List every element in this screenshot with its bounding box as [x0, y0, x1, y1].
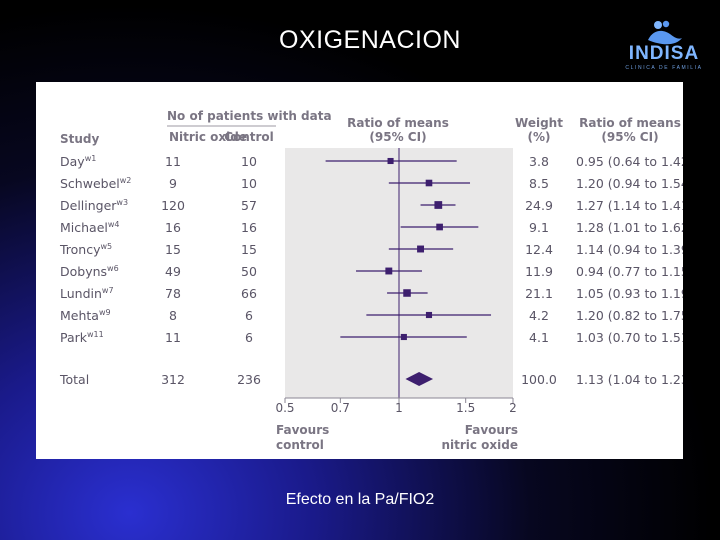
- study-name: Troncyw5: [59, 242, 112, 257]
- ratio-ci-text: 1.13 (1.04 to 1.23): [576, 372, 683, 387]
- header-ratio2-line1: Ratio of means: [579, 116, 681, 130]
- control-count: 66: [241, 286, 257, 301]
- nitric-oxide-count: 9: [169, 176, 177, 191]
- header-study: Study: [60, 132, 100, 146]
- weight-value: 4.2: [529, 308, 549, 323]
- weight-value: 3.8: [529, 154, 549, 169]
- favours-control-line1: Favours: [276, 423, 329, 437]
- weight-value: 12.4: [525, 242, 553, 257]
- forest-plot-panel: No of patients with data Study Nitric ox…: [36, 82, 683, 459]
- control-count: 15: [241, 242, 257, 257]
- ratio-ci-text: 0.95 (0.64 to 1.42): [576, 154, 683, 169]
- ratio-ci-text: 1.14 (0.94 to 1.39): [576, 242, 683, 257]
- ratio-ci-text: 1.27 (1.14 to 1.41): [576, 198, 683, 213]
- favours-nitric-line1: Favours: [465, 423, 518, 437]
- weight-value: 24.9: [525, 198, 553, 213]
- control-count: 10: [241, 154, 257, 169]
- indisa-logo: INDISA CLINICA DE FAMILIA: [618, 18, 710, 74]
- point-estimate-marker: [400, 333, 407, 341]
- point-estimate-marker: [425, 179, 433, 187]
- weight-value: 8.5: [529, 176, 549, 191]
- x-tick-label: 1.5: [456, 401, 475, 415]
- nitric-oxide-count: 11: [165, 330, 181, 345]
- study-name: Parkw11: [60, 330, 104, 345]
- header-patients-group: No of patients with data: [167, 109, 332, 123]
- nitric-oxide-count: 120: [161, 198, 185, 213]
- header-nitric-oxide: Nitric oxide: [169, 130, 247, 144]
- control-count: 10: [241, 176, 257, 191]
- control-count: 236: [237, 372, 261, 387]
- nitric-oxide-count: 49: [165, 264, 181, 279]
- weight-value: 9.1: [529, 220, 549, 235]
- ratio-ci-text: 0.94 (0.77 to 1.15): [576, 264, 683, 279]
- study-name: Dayw1: [60, 154, 96, 169]
- study-name: Michaelw4: [60, 220, 120, 235]
- logo-tagline: CLINICA DE FAMILIA: [625, 65, 703, 71]
- header-ratio-line2: (95% CI): [369, 130, 426, 144]
- point-estimate-marker: [425, 311, 433, 319]
- point-estimate-marker: [417, 245, 425, 253]
- nitric-oxide-count: 312: [161, 372, 185, 387]
- control-count: 6: [245, 308, 253, 323]
- weight-value: 4.1: [529, 330, 549, 345]
- weight-value: 100.0: [521, 372, 557, 387]
- nitric-oxide-count: 15: [165, 242, 181, 257]
- header-ratio-line1: Ratio of means: [347, 116, 449, 130]
- point-estimate-marker: [387, 157, 394, 165]
- nitric-oxide-count: 16: [165, 220, 181, 235]
- control-count: 16: [241, 220, 257, 235]
- x-tick-label: 1: [395, 401, 403, 415]
- weight-value: 21.1: [525, 286, 553, 301]
- x-tick-label: 0.7: [331, 401, 350, 415]
- header-weight-line2: (%): [528, 130, 551, 144]
- point-estimate-marker: [434, 201, 443, 209]
- nitric-oxide-count: 8: [169, 308, 177, 323]
- weight-value: 11.9: [525, 264, 553, 279]
- slide-caption: Efecto en la Pa/FIO2: [285, 491, 435, 508]
- point-estimate-marker: [385, 267, 393, 275]
- forest-plot: No of patients with data Study Nitric ox…: [59, 109, 683, 452]
- header-weight-line1: Weight: [515, 116, 563, 130]
- header-ratio2-line2: (95% CI): [601, 130, 658, 144]
- study-name: Dobynsw6: [60, 264, 119, 279]
- study-name: Lundinw7: [60, 286, 114, 301]
- study-name: Dellingerw3: [60, 198, 128, 213]
- x-tick-label: 2: [509, 401, 517, 415]
- control-count: 57: [241, 198, 257, 213]
- study-name: Mehtaw9: [60, 308, 111, 323]
- point-estimate-marker: [403, 289, 411, 297]
- ratio-ci-text: 1.03 (0.70 to 1.51): [576, 330, 683, 345]
- ratio-ci-text: 1.28 (1.01 to 1.62): [576, 220, 683, 235]
- header-control: Control: [224, 130, 274, 144]
- x-tick-label: 0.5: [275, 401, 294, 415]
- logo-figure-icon: [648, 20, 682, 45]
- pooled-estimate-diamond: [405, 372, 434, 386]
- favours-control-line2: control: [276, 438, 324, 452]
- logo-name: INDISA: [628, 43, 700, 64]
- study-name: Schwebelw2: [60, 176, 131, 191]
- point-estimate-marker: [436, 223, 443, 231]
- ratio-ci-text: 1.20 (0.94 to 1.54): [576, 176, 683, 191]
- nitric-oxide-count: 11: [165, 154, 181, 169]
- ratio-ci-text: 1.20 (0.82 to 1.75): [576, 308, 683, 323]
- control-count: 6: [245, 330, 253, 345]
- slide-title: OXIGENACION: [279, 26, 461, 54]
- nitric-oxide-count: 78: [165, 286, 181, 301]
- control-count: 50: [241, 264, 257, 279]
- favours-nitric-line2: nitric oxide: [441, 438, 518, 452]
- total-label: Total: [59, 372, 89, 387]
- ratio-ci-text: 1.05 (0.93 to 1.19): [576, 286, 683, 301]
